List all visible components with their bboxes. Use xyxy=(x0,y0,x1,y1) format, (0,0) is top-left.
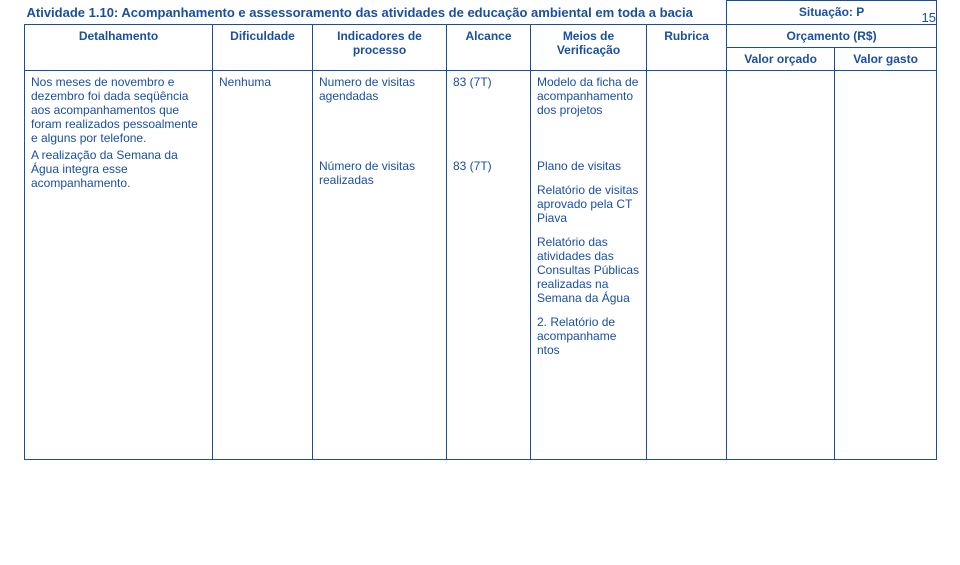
alcance-2: 83 (7T) xyxy=(453,159,524,173)
hdr-orcamento: Orçamento (R$) xyxy=(727,24,937,47)
hdr-dificuldade: Dificuldade xyxy=(213,24,313,70)
det-p2: A realização da Semana da Água integra e… xyxy=(31,148,206,190)
cell-valor-gasto xyxy=(835,70,937,459)
hdr-indicadores: Indicadores de processo xyxy=(313,24,447,70)
activity-table: Atividade 1.10: Acompanhamento e assesso… xyxy=(24,0,937,460)
hdr-valor-orcado: Valor orçado xyxy=(727,47,835,70)
indicador-2: Número de visitas realizadas xyxy=(319,159,440,187)
page-number: 15 xyxy=(922,10,936,25)
meios-5: 2. Relatório de acompanhame ntos xyxy=(537,315,640,357)
cell-meios: Modelo da ficha de acompanha­mento dos p… xyxy=(531,70,647,459)
cell-alcance: 83 (7T) 83 (7T) xyxy=(447,70,531,459)
hdr-valor-gasto: Valor gasto xyxy=(835,47,937,70)
indicador-1: Numero de visitas agendadas xyxy=(319,75,440,149)
meios-1: Modelo da ficha de acompanha­mento dos p… xyxy=(537,75,640,149)
cell-detalhamento: Nos meses de novembro e dezembro foi dad… xyxy=(25,70,213,459)
hdr-meios: Meios de Verificação xyxy=(531,24,647,70)
situacao-cell: Situação: P xyxy=(727,1,937,25)
cell-dificuldade: Nenhuma xyxy=(213,70,313,459)
meios-3: Relatório de visitas aprovado pela CT Pi… xyxy=(537,183,640,225)
det-p1: Nos meses de novembro e dezembro foi dad… xyxy=(31,75,206,145)
hdr-rubrica: Rubrica xyxy=(647,24,727,70)
cell-rubrica xyxy=(647,70,727,459)
alcance-1: 83 (7T) xyxy=(453,75,524,149)
hdr-alcance: Alcance xyxy=(447,24,531,70)
meios-2: Plano de visitas xyxy=(537,159,640,173)
hdr-detalhamento: Detalhamento xyxy=(25,24,213,70)
cell-valor-orcado xyxy=(727,70,835,459)
activity-title: Atividade 1.10: Acompanhamento e assesso… xyxy=(27,1,727,22)
meios-4: Relatório das atividades das Consultas P… xyxy=(537,235,640,305)
cell-indicadores: Numero de visitas agendadas Número de vi… xyxy=(313,70,447,459)
